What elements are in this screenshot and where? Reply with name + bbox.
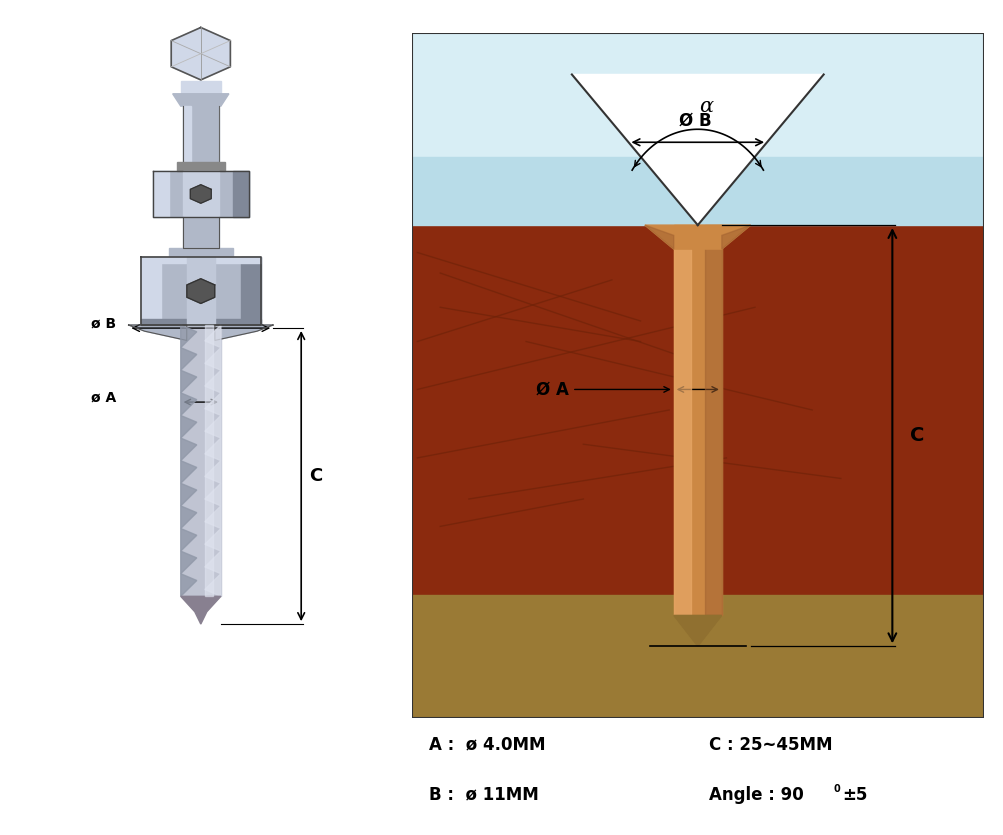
Polygon shape [181,416,197,438]
Polygon shape [183,106,191,171]
Polygon shape [181,82,221,94]
Polygon shape [644,225,750,249]
Polygon shape [205,325,213,596]
Polygon shape [181,506,197,529]
Polygon shape [191,185,211,203]
Polygon shape [205,347,221,370]
Polygon shape [181,392,197,416]
Polygon shape [183,171,219,217]
Polygon shape [572,74,822,225]
Polygon shape [205,551,221,574]
Polygon shape [183,106,219,171]
Polygon shape [140,257,261,263]
Text: Ø B: Ø B [678,112,710,130]
Text: Ø A: Ø A [536,381,569,398]
Text: ø A: ø A [91,391,116,404]
Text: B :  ø 11MM: B : ø 11MM [428,786,538,804]
Polygon shape [644,225,673,249]
Polygon shape [205,529,221,551]
Polygon shape [205,392,221,416]
Polygon shape [673,225,690,615]
Polygon shape [140,319,261,325]
Text: C : 25~45MM: C : 25~45MM [708,736,831,754]
Polygon shape [205,461,221,483]
Polygon shape [181,483,197,506]
Text: C: C [909,426,923,445]
Polygon shape [411,157,983,225]
Polygon shape [140,257,160,325]
Polygon shape [673,225,721,615]
Polygon shape [673,615,721,646]
Polygon shape [181,438,197,461]
Polygon shape [241,257,261,325]
Polygon shape [173,94,229,106]
Polygon shape [205,438,221,461]
Text: C: C [309,467,322,485]
Text: Angle : 90: Angle : 90 [708,786,803,804]
Polygon shape [187,279,215,303]
Polygon shape [177,162,225,171]
Polygon shape [181,325,197,347]
Polygon shape [205,483,221,506]
Polygon shape [205,370,221,392]
Polygon shape [181,551,197,574]
Polygon shape [181,370,197,392]
Polygon shape [152,171,249,217]
Text: ø B: ø B [91,316,116,331]
Text: 0: 0 [833,784,840,793]
Polygon shape [721,225,750,249]
Polygon shape [169,248,233,257]
Polygon shape [411,595,983,718]
Polygon shape [181,347,197,370]
Text: α: α [699,97,713,115]
Polygon shape [205,574,221,596]
Polygon shape [215,325,273,341]
Polygon shape [181,461,197,483]
Polygon shape [140,257,261,325]
Polygon shape [181,596,221,624]
Polygon shape [205,506,221,529]
Polygon shape [172,28,230,80]
Polygon shape [181,325,221,596]
Polygon shape [187,257,215,325]
Polygon shape [205,416,221,438]
Polygon shape [181,529,197,551]
Polygon shape [181,574,197,596]
Polygon shape [205,325,221,347]
Text: A :  ø 4.0MM: A : ø 4.0MM [428,736,545,754]
Polygon shape [128,325,187,341]
Polygon shape [152,171,169,217]
Polygon shape [411,33,983,225]
Polygon shape [411,225,983,595]
Polygon shape [704,225,721,615]
Polygon shape [183,217,219,248]
Text: ±5: ±5 [842,786,867,804]
Polygon shape [233,171,249,217]
